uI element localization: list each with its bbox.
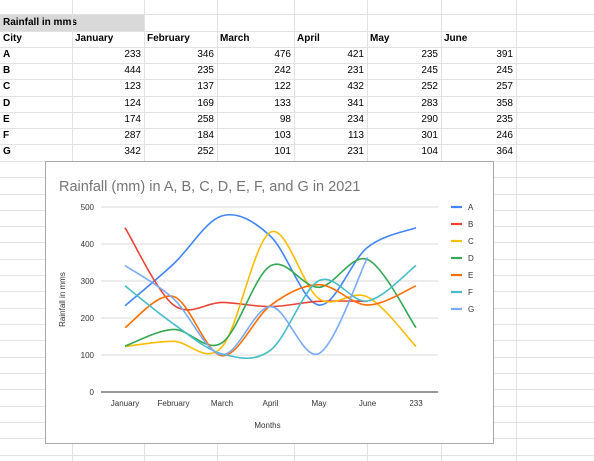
grid-row-line bbox=[0, 455, 594, 456]
value-cell[interactable]: 103 bbox=[274, 130, 291, 141]
y-tick-label: 100 bbox=[81, 351, 95, 360]
grid-row-line bbox=[0, 79, 594, 80]
header-cell[interactable]: February bbox=[147, 33, 190, 44]
value-cell[interactable]: 341 bbox=[347, 98, 364, 109]
header-cell[interactable]: June bbox=[444, 33, 468, 44]
legend-label: B bbox=[468, 220, 473, 229]
grid-row-line bbox=[0, 47, 594, 48]
value-cell[interactable]: 231 bbox=[347, 65, 364, 76]
value-cell[interactable]: 104 bbox=[421, 146, 438, 157]
legend-label: D bbox=[468, 254, 474, 263]
value-cell[interactable]: 124 bbox=[124, 98, 141, 109]
grid-column-line bbox=[516, 0, 517, 461]
city-cell[interactable]: C bbox=[3, 81, 11, 92]
grid-row-line bbox=[0, 112, 594, 113]
value-cell[interactable]: 246 bbox=[496, 130, 513, 141]
series-line-e bbox=[124, 283, 417, 357]
y-tick-label: 500 bbox=[81, 203, 95, 212]
value-cell[interactable]: 98 bbox=[279, 114, 291, 125]
grid-row-line bbox=[0, 144, 594, 145]
value-cell[interactable]: 342 bbox=[124, 146, 141, 157]
value-cell[interactable]: 231 bbox=[347, 146, 364, 157]
value-cell[interactable]: 113 bbox=[348, 130, 364, 141]
value-cell[interactable]: 432 bbox=[347, 81, 364, 92]
x-tick-label: 233 bbox=[409, 399, 423, 408]
value-cell[interactable]: 234 bbox=[347, 114, 364, 125]
value-cell[interactable]: 252 bbox=[421, 81, 438, 92]
value-cell[interactable]: 258 bbox=[197, 114, 214, 125]
value-cell[interactable]: 301 bbox=[421, 130, 438, 141]
legend-label: E bbox=[468, 271, 473, 280]
header-cell[interactable]: City bbox=[3, 33, 22, 44]
grid-row-line bbox=[0, 128, 594, 129]
y-tick-label: 0 bbox=[90, 388, 95, 397]
y-tick-label: 200 bbox=[81, 314, 95, 323]
value-cell[interactable]: 169 bbox=[197, 98, 214, 109]
x-tick-label: March bbox=[211, 399, 233, 408]
city-cell[interactable]: G bbox=[3, 146, 11, 157]
value-cell[interactable]: 245 bbox=[421, 65, 438, 76]
value-cell[interactable]: 122 bbox=[274, 81, 291, 92]
value-cell[interactable]: 283 bbox=[421, 98, 438, 109]
series-line-a bbox=[124, 214, 417, 307]
y-tick-label: 400 bbox=[81, 240, 95, 249]
value-cell[interactable]: 235 bbox=[421, 49, 438, 60]
header-cell[interactable]: April bbox=[297, 33, 320, 44]
city-cell[interactable]: F bbox=[3, 130, 10, 141]
value-cell[interactable]: 444 bbox=[124, 65, 141, 76]
y-tick-label: 300 bbox=[81, 277, 95, 286]
x-tick-label: June bbox=[359, 399, 377, 408]
value-cell[interactable]: 364 bbox=[496, 146, 513, 157]
value-cell[interactable]: 133 bbox=[274, 98, 291, 109]
value-cell[interactable]: 358 bbox=[496, 98, 513, 109]
grid-row-line bbox=[0, 14, 594, 15]
series-line-g bbox=[124, 256, 369, 356]
value-cell[interactable]: 235 bbox=[197, 65, 214, 76]
value-cell[interactable]: 233 bbox=[124, 49, 141, 60]
city-cell[interactable]: A bbox=[3, 49, 11, 60]
value-cell[interactable]: 391 bbox=[496, 49, 513, 60]
value-cell[interactable]: 290 bbox=[421, 114, 438, 125]
value-cell[interactable]: 123 bbox=[124, 81, 141, 92]
series-line-c bbox=[124, 230, 417, 355]
grid-row-line bbox=[0, 63, 594, 64]
x-tick-label: February bbox=[157, 399, 189, 408]
value-cell[interactable]: 184 bbox=[197, 130, 214, 141]
city-cell[interactable]: E bbox=[3, 114, 10, 125]
value-cell[interactable]: 137 bbox=[197, 81, 214, 92]
value-cell[interactable]: 421 bbox=[347, 49, 364, 60]
value-cell[interactable]: 346 bbox=[197, 49, 214, 60]
value-cell[interactable]: 101 bbox=[274, 146, 291, 157]
x-tick-label: April bbox=[262, 399, 278, 408]
header-cell[interactable]: March bbox=[220, 33, 250, 44]
legend-label: C bbox=[468, 237, 474, 246]
city-cell[interactable]: D bbox=[3, 98, 11, 109]
value-cell[interactable]: 174 bbox=[124, 114, 141, 125]
city-cell[interactable]: B bbox=[3, 65, 11, 76]
value-cell[interactable]: 242 bbox=[274, 65, 291, 76]
legend-label: F bbox=[468, 288, 473, 297]
grid-row-line bbox=[0, 96, 594, 97]
value-cell[interactable]: 252 bbox=[197, 146, 214, 157]
header-cell[interactable]: January bbox=[75, 33, 114, 44]
series-line-f bbox=[124, 264, 417, 360]
x-tick-label: January bbox=[111, 399, 139, 408]
grid-row-line bbox=[0, 31, 594, 32]
chart-title: Rainfall (mm) in A, B, C, D, E, F, and G… bbox=[59, 179, 360, 195]
chart-canvas: Rainfall (mm) in A, B, C, D, E, F, and G… bbox=[58, 179, 474, 430]
value-cell[interactable]: 476 bbox=[274, 49, 291, 60]
legend-label: A bbox=[468, 203, 474, 212]
value-cell[interactable]: 257 bbox=[496, 81, 513, 92]
y-axis-label: Rainfall in mms bbox=[58, 272, 67, 327]
x-tick-label: May bbox=[311, 399, 326, 408]
x-axis-label: Months bbox=[254, 421, 280, 430]
series-line-d bbox=[124, 257, 417, 347]
value-cell[interactable]: 235 bbox=[496, 114, 513, 125]
header-cell[interactable]: May bbox=[370, 33, 390, 44]
legend-label: G bbox=[468, 305, 474, 314]
value-cell[interactable]: 287 bbox=[124, 130, 141, 141]
value-cell[interactable]: 245 bbox=[496, 65, 513, 76]
line-chart[interactable]: Rainfall (mm) in A, B, C, D, E, F, and G… bbox=[45, 161, 494, 444]
